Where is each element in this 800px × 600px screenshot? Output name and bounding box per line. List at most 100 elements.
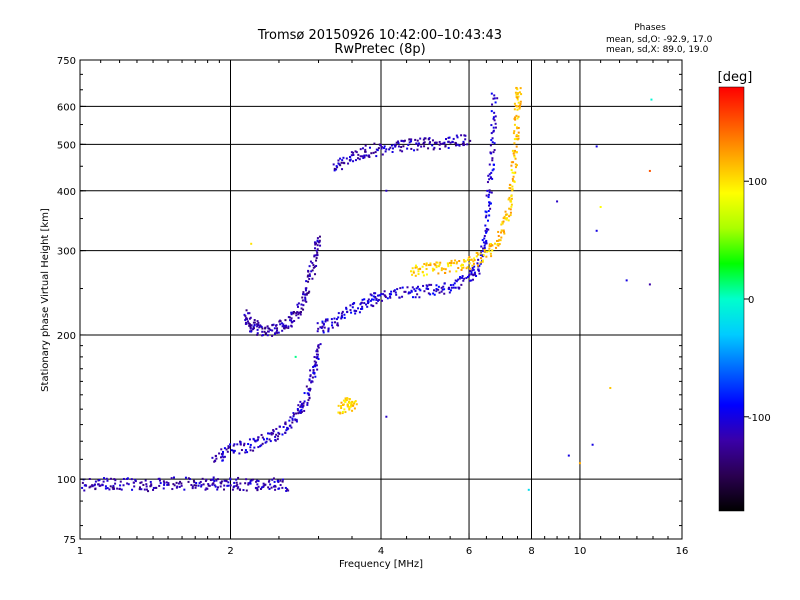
data-point (492, 163, 495, 166)
data-point (274, 435, 277, 438)
data-point (448, 270, 451, 273)
data-point (271, 478, 274, 481)
data-point (199, 480, 202, 483)
data-point (299, 409, 302, 412)
data-point (365, 154, 368, 157)
data-point (145, 485, 148, 488)
data-point (277, 480, 280, 483)
data-point (319, 326, 322, 329)
data-point (275, 324, 278, 327)
data-point (510, 200, 513, 203)
data-point (463, 260, 466, 263)
data-point (491, 137, 494, 140)
data-point (249, 481, 252, 484)
data-point (249, 449, 252, 452)
data-point (284, 486, 287, 489)
data-point (235, 478, 238, 481)
data-point (311, 376, 314, 379)
data-point (283, 324, 286, 327)
data-point (406, 286, 409, 289)
data-point (518, 106, 521, 109)
data-point (232, 451, 235, 454)
data-point (318, 235, 321, 238)
data-point (440, 290, 443, 293)
data-point (374, 151, 377, 154)
data-point (502, 217, 505, 220)
data-point (281, 325, 284, 328)
data-point (349, 304, 352, 307)
data-point (102, 480, 105, 483)
data-point (497, 239, 500, 242)
data-point (248, 312, 251, 315)
data-point (433, 289, 436, 292)
data-point (510, 194, 513, 197)
data-point (99, 484, 102, 487)
data-point (440, 267, 443, 270)
data-point (110, 477, 113, 480)
data-point (113, 478, 116, 481)
y-tick-label: 200 (57, 331, 76, 342)
data-point (470, 271, 473, 274)
data-point (488, 247, 491, 250)
data-point (256, 320, 259, 323)
data-point (412, 271, 415, 274)
data-point (143, 488, 146, 491)
data-point (343, 400, 346, 403)
data-point (461, 267, 464, 270)
data-point (238, 488, 241, 491)
data-point (461, 275, 464, 278)
data-point (112, 486, 115, 489)
data-point (415, 142, 418, 145)
data-point (397, 145, 400, 148)
data-point (459, 276, 462, 279)
data-point (485, 242, 488, 245)
data-point (484, 242, 487, 245)
data-point (417, 144, 420, 147)
data-point (263, 330, 266, 333)
data-point (468, 279, 471, 282)
data-point (305, 385, 308, 388)
data-point (422, 142, 425, 145)
data-point (395, 141, 398, 144)
data-point (343, 162, 346, 165)
data-point (260, 334, 263, 337)
data-point (499, 239, 502, 242)
data-point (296, 407, 299, 410)
chart-subtitle: RwPretec (8p) (334, 42, 425, 57)
data-point (302, 402, 305, 405)
data-point (482, 247, 485, 250)
data-point (306, 401, 309, 404)
data-point (487, 204, 490, 207)
data-point (438, 291, 441, 294)
data-point (326, 319, 329, 322)
data-point (472, 262, 475, 265)
data-point (206, 487, 209, 490)
data-point (256, 488, 259, 491)
data-point (223, 488, 226, 491)
data-point (285, 326, 288, 329)
data-point (519, 87, 522, 90)
data-point (465, 267, 468, 270)
data-point (382, 293, 385, 296)
data-point (281, 486, 284, 489)
data-point (425, 264, 428, 267)
data-point (377, 147, 380, 150)
data-point (225, 480, 228, 483)
data-point (380, 147, 383, 150)
tick-layer: 1 2 4 6 8 10 16 75 100 200 300 400 500 600 750 (57, 56, 688, 557)
data-point (287, 325, 290, 328)
data-point (239, 441, 242, 444)
data-point (487, 209, 490, 212)
data-point (455, 262, 458, 265)
data-point (372, 298, 375, 301)
data-point (437, 272, 440, 275)
data-point (267, 432, 270, 435)
data-point (483, 244, 486, 247)
data-point (428, 283, 431, 286)
data-point (355, 310, 358, 313)
data-point (291, 421, 294, 424)
data-point (152, 488, 155, 491)
data-point (88, 486, 91, 489)
data-point (270, 486, 273, 489)
data-point (252, 327, 255, 330)
